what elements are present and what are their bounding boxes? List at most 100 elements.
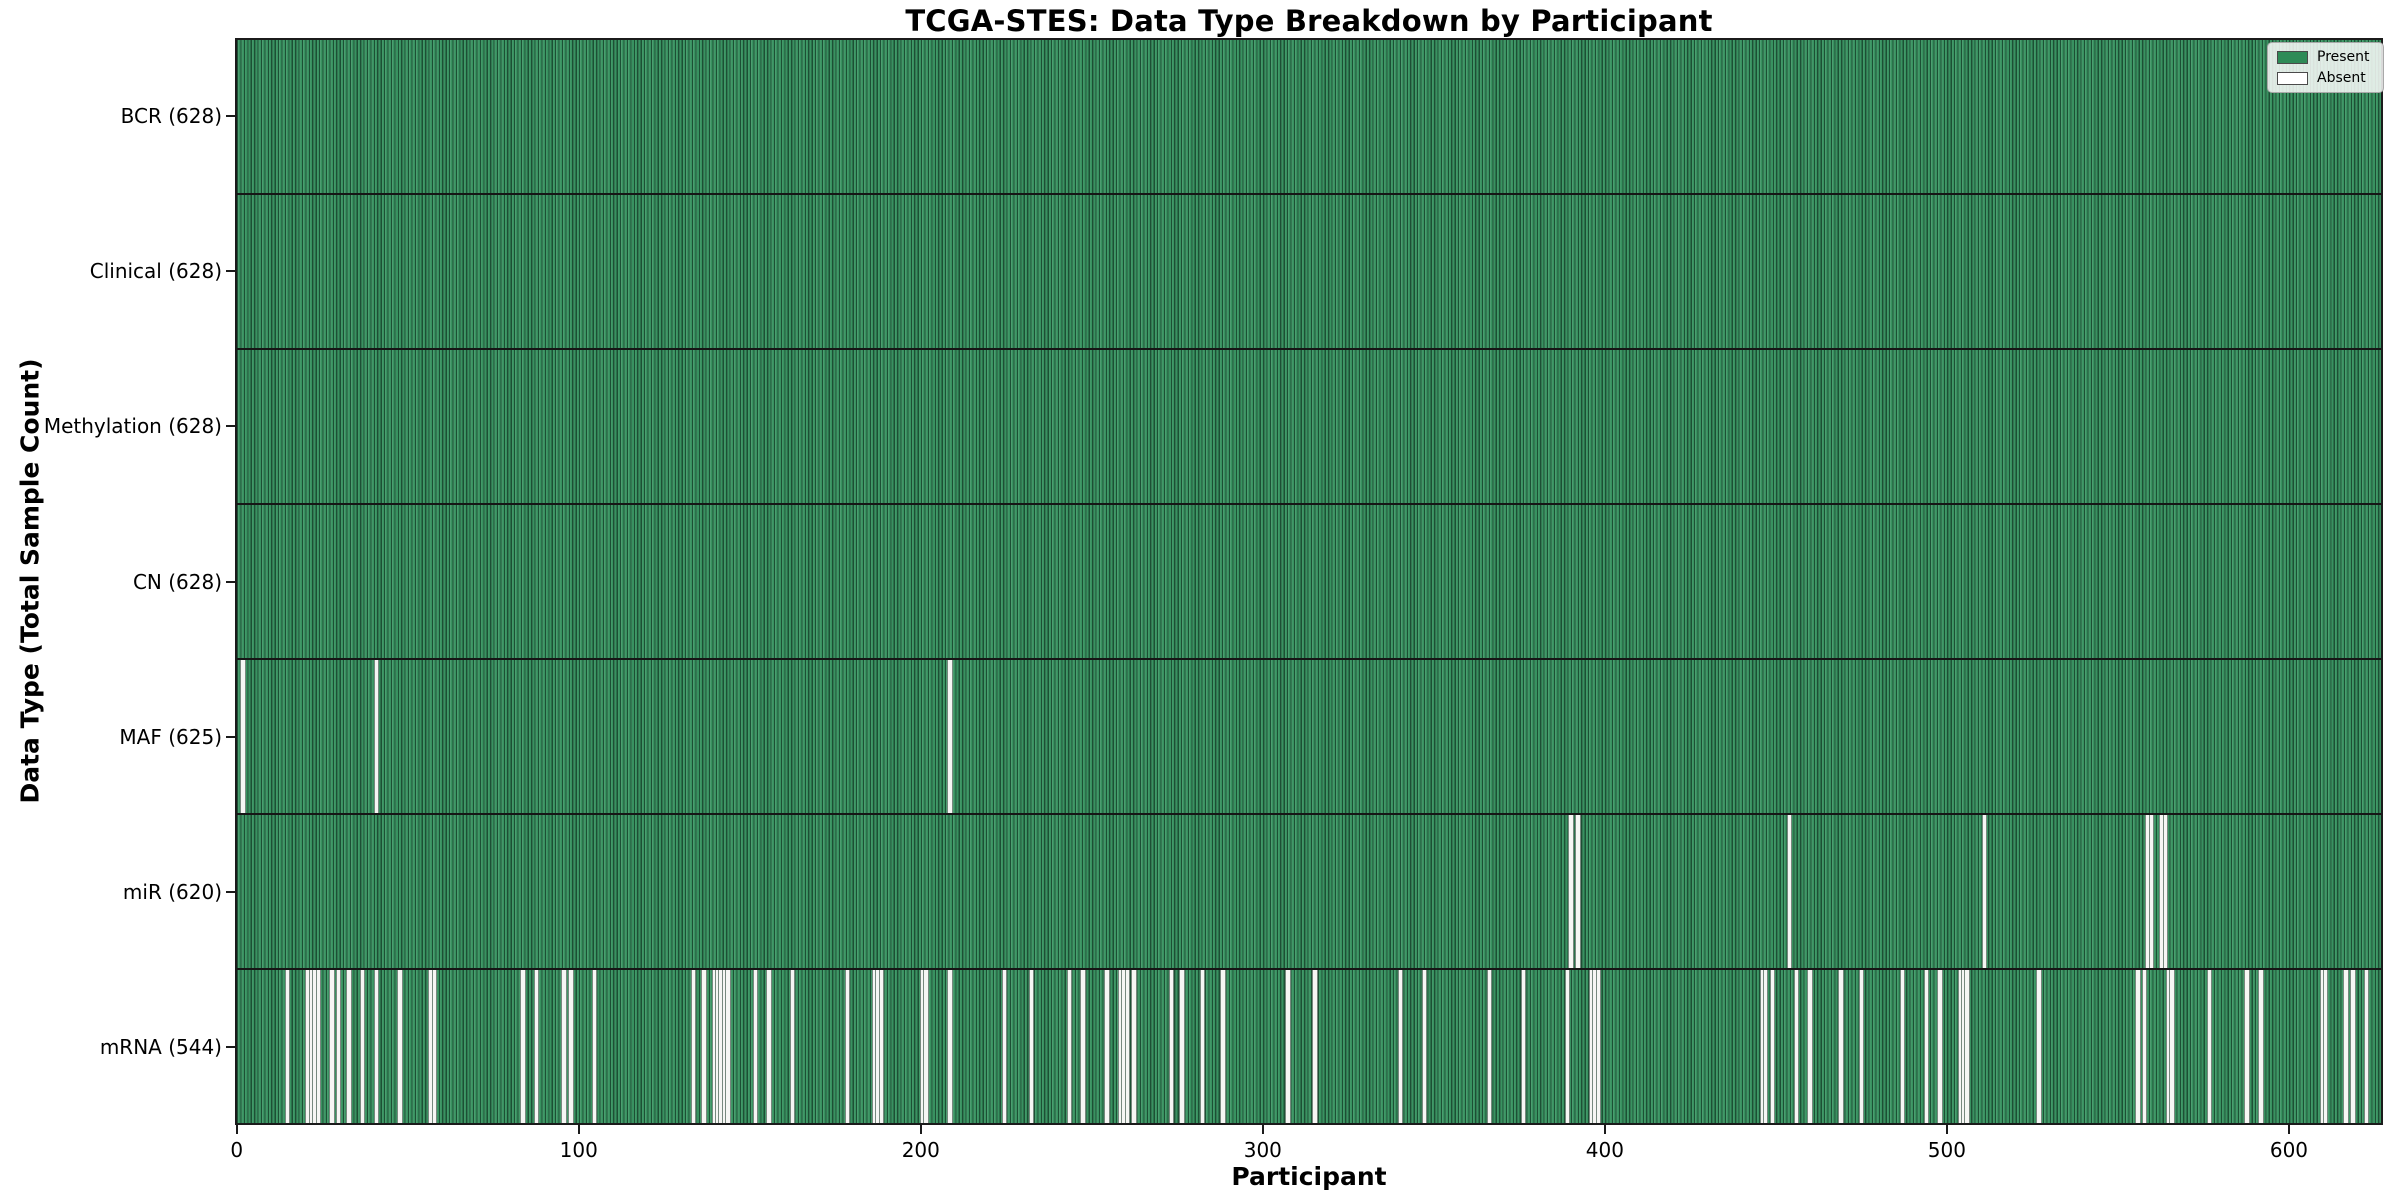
x-tick-label: 0: [230, 1138, 244, 1162]
y-tick-label: CN (628): [132, 569, 222, 594]
row-CN: [237, 503, 2381, 658]
absent-gap: [1858, 970, 1865, 1123]
legend-label-present: Present: [2317, 49, 2370, 65]
absent-gap: [1029, 970, 1035, 1123]
absent-gap: [1421, 970, 1428, 1123]
absent-gap: [878, 970, 885, 1123]
x-tick-label: 200: [901, 1138, 940, 1162]
absent-gap: [346, 970, 352, 1123]
absent-gap: [1595, 970, 1602, 1123]
y-tick-label: miR (620): [122, 880, 222, 905]
absent-gap: [1520, 970, 1527, 1123]
absent-gap: [2343, 970, 2349, 1123]
absent-gap: [2142, 970, 2148, 1123]
absent-gap: [520, 970, 526, 1123]
y-tick-mark: [226, 269, 235, 272]
absent-gap: [1786, 815, 1793, 968]
absent-gap: [1285, 970, 1291, 1123]
absent-gap: [1565, 970, 1571, 1123]
x-tick-mark: [577, 1125, 580, 1134]
absent-gap: [1124, 970, 1131, 1123]
row-Methylation: [237, 348, 2381, 503]
absent-gap: [336, 970, 342, 1123]
absent-gap: [1080, 970, 1086, 1123]
absent-gap: [1981, 815, 1987, 968]
absent-gap: [1923, 970, 1929, 1123]
y-tick-mark: [226, 580, 235, 583]
y-tick-mark: [226, 1046, 235, 1049]
absent-gap: [1899, 970, 1906, 1123]
absent-gap: [1131, 970, 1137, 1123]
y-tick-mark: [226, 891, 235, 894]
x-axis-title: Participant: [1231, 1162, 1387, 1191]
absent-gap: [1763, 970, 1769, 1123]
absent-gap: [2258, 970, 2264, 1123]
absent-gap: [561, 970, 567, 1123]
absent-gap: [725, 970, 731, 1123]
absent-gap: [766, 970, 772, 1123]
legend-label-absent: Absent: [2317, 70, 2366, 86]
absent-gap: [534, 970, 540, 1123]
absent-gap: [397, 970, 403, 1123]
absent-gap: [359, 970, 366, 1123]
absent-gap: [240, 660, 246, 813]
absent-gap: [2350, 970, 2356, 1123]
absent-gap: [1793, 970, 1800, 1123]
absent-swatch-icon: [2277, 71, 2308, 85]
absent-gap: [1104, 970, 1110, 1123]
absent-gap: [2169, 970, 2175, 1123]
absent-gap: [284, 970, 291, 1123]
absent-gap: [2206, 970, 2213, 1123]
y-tick-label: Clinical (628): [89, 258, 222, 283]
x-tick-label: 600: [2269, 1138, 2309, 1162]
x-tick-mark: [2287, 1125, 2290, 1134]
absent-gap: [1169, 970, 1175, 1123]
x-tick-mark: [1603, 1125, 1606, 1134]
absent-gap: [315, 970, 321, 1123]
absent-gap: [1312, 970, 1318, 1123]
row-miR: [237, 813, 2381, 968]
row-BCR: [237, 40, 2381, 193]
absent-gap: [1964, 970, 1970, 1123]
x-tick-mark: [235, 1125, 238, 1134]
x-tick-mark: [919, 1125, 922, 1134]
absent-gap: [752, 970, 758, 1123]
absent-gap: [568, 970, 574, 1123]
plot-area: [235, 38, 2383, 1125]
absent-gap: [1937, 970, 1943, 1123]
legend-item-absent: Absent: [2277, 71, 2374, 85]
row-MAF: [237, 658, 2381, 813]
x-tick-label: 400: [1585, 1138, 1624, 1162]
absent-gap: [1568, 815, 1574, 968]
absent-gap: [947, 660, 953, 813]
absent-gap: [2322, 970, 2329, 1123]
x-tick-label: 500: [1927, 1138, 1966, 1162]
y-tick-mark: [226, 425, 235, 428]
absent-gap: [2148, 815, 2155, 968]
absent-gap: [1486, 970, 1492, 1123]
y-tick-mark: [226, 735, 235, 738]
absent-gap: [1397, 970, 1404, 1123]
absent-gap: [790, 970, 796, 1123]
x-tick-label: 100: [559, 1138, 598, 1162]
y-tick-label: BCR (628): [120, 103, 222, 128]
absent-gap: [691, 970, 697, 1123]
x-tick-mark: [1945, 1125, 1948, 1134]
chart-title: TCGA-STES: Data Type Breakdown by Partic…: [905, 4, 1713, 38]
absent-gap: [1179, 970, 1185, 1123]
absent-gap: [2363, 970, 2370, 1123]
y-tick-mark: [226, 114, 235, 117]
absent-gap: [329, 970, 335, 1123]
absent-gap: [1066, 970, 1073, 1123]
absent-gap: [844, 970, 851, 1123]
y-tick-label: Methylation (628): [43, 414, 222, 439]
row-Clinical: [237, 193, 2381, 348]
absent-gap: [701, 970, 707, 1123]
absent-gap: [923, 970, 929, 1123]
absent-gap: [947, 970, 953, 1123]
row-mRNA: [237, 968, 2381, 1123]
absent-gap: [2162, 815, 2168, 968]
absent-gap: [431, 970, 438, 1123]
absent-gap: [2244, 970, 2250, 1123]
